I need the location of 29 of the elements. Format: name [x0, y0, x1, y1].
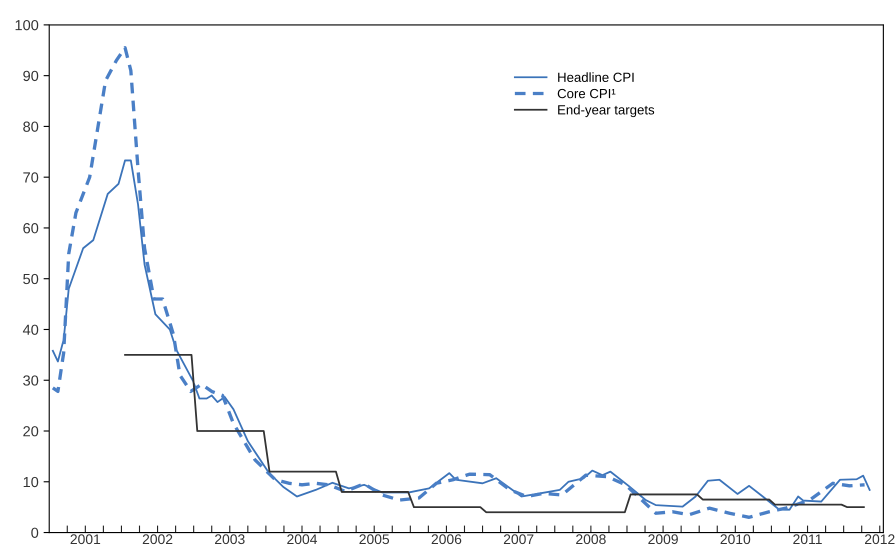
x-tick-label: 2003	[215, 534, 245, 544]
x-tick-label: 2006	[432, 534, 462, 544]
y-tick-label: 10	[24, 476, 38, 488]
x-tick-label: 2009	[648, 534, 678, 544]
legend-label: Headline CPI	[558, 72, 634, 82]
x-tick-label: 2004	[287, 534, 318, 544]
x-tick-label: 2005	[359, 534, 390, 544]
line-series	[124, 354, 865, 514]
y-tick-label: 90	[23, 70, 38, 82]
line-series	[51, 46, 866, 519]
legend-label: Core CPI¹	[558, 88, 616, 98]
y-tick-label: 80	[23, 122, 38, 132]
x-tick-label: 2008	[576, 534, 606, 544]
x-tick-label: 2007	[504, 534, 534, 544]
y-tick-label: 70	[23, 172, 38, 183]
x-tick-label: 2001	[70, 534, 100, 544]
legend-label: End-year targets	[558, 104, 654, 118]
y-tick-label: 30	[23, 375, 38, 386]
x-tick-label: 2002	[142, 534, 172, 544]
x-tick-label: 2011	[793, 534, 822, 544]
y-tick-label: 60	[23, 223, 38, 234]
x-tick-label: 2012	[865, 534, 895, 544]
y-tick-label: 100	[16, 20, 38, 30]
y-tick-label: 20	[23, 426, 38, 436]
y-tick-label: 0	[31, 528, 38, 538]
x-tick-label: 2010	[720, 534, 750, 544]
line-series	[52, 160, 871, 511]
y-tick-label: 50	[23, 274, 38, 284]
y-tick-label: 40	[22, 324, 38, 335]
